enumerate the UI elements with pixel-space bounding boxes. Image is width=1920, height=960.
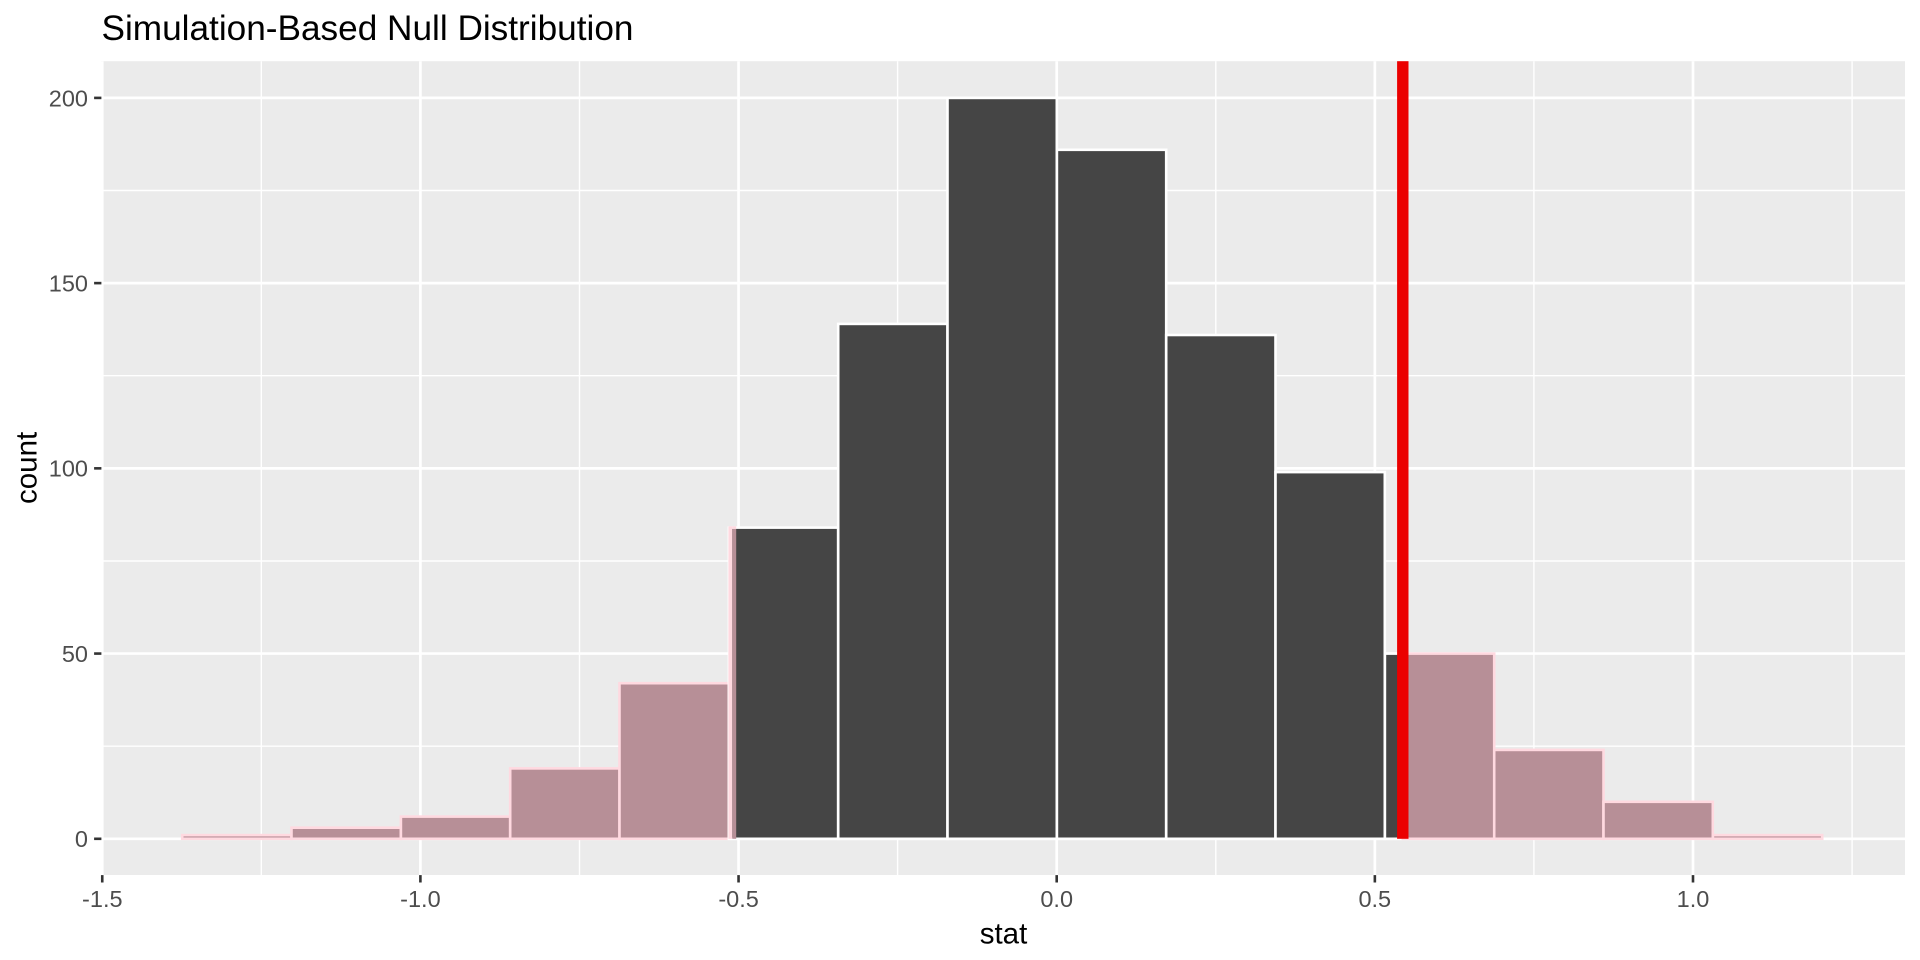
svg-text:stat: stat <box>980 917 1028 950</box>
svg-text:150: 150 <box>49 271 88 297</box>
svg-text:1.0: 1.0 <box>1677 886 1710 912</box>
svg-text:200: 200 <box>49 85 88 111</box>
svg-text:50: 50 <box>62 641 88 667</box>
svg-text:100: 100 <box>49 456 88 482</box>
svg-text:0: 0 <box>75 826 88 852</box>
svg-text:-1.5: -1.5 <box>82 886 123 912</box>
svg-text:0.0: 0.0 <box>1040 886 1073 912</box>
svg-text:-0.5: -0.5 <box>718 886 759 912</box>
svg-text:0.5: 0.5 <box>1358 886 1391 912</box>
svg-text:count: count <box>11 432 44 504</box>
svg-text:Simulation-Based Null Distribu: Simulation-Based Null Distribution <box>102 9 634 48</box>
svg-text:-1.0: -1.0 <box>400 886 441 912</box>
